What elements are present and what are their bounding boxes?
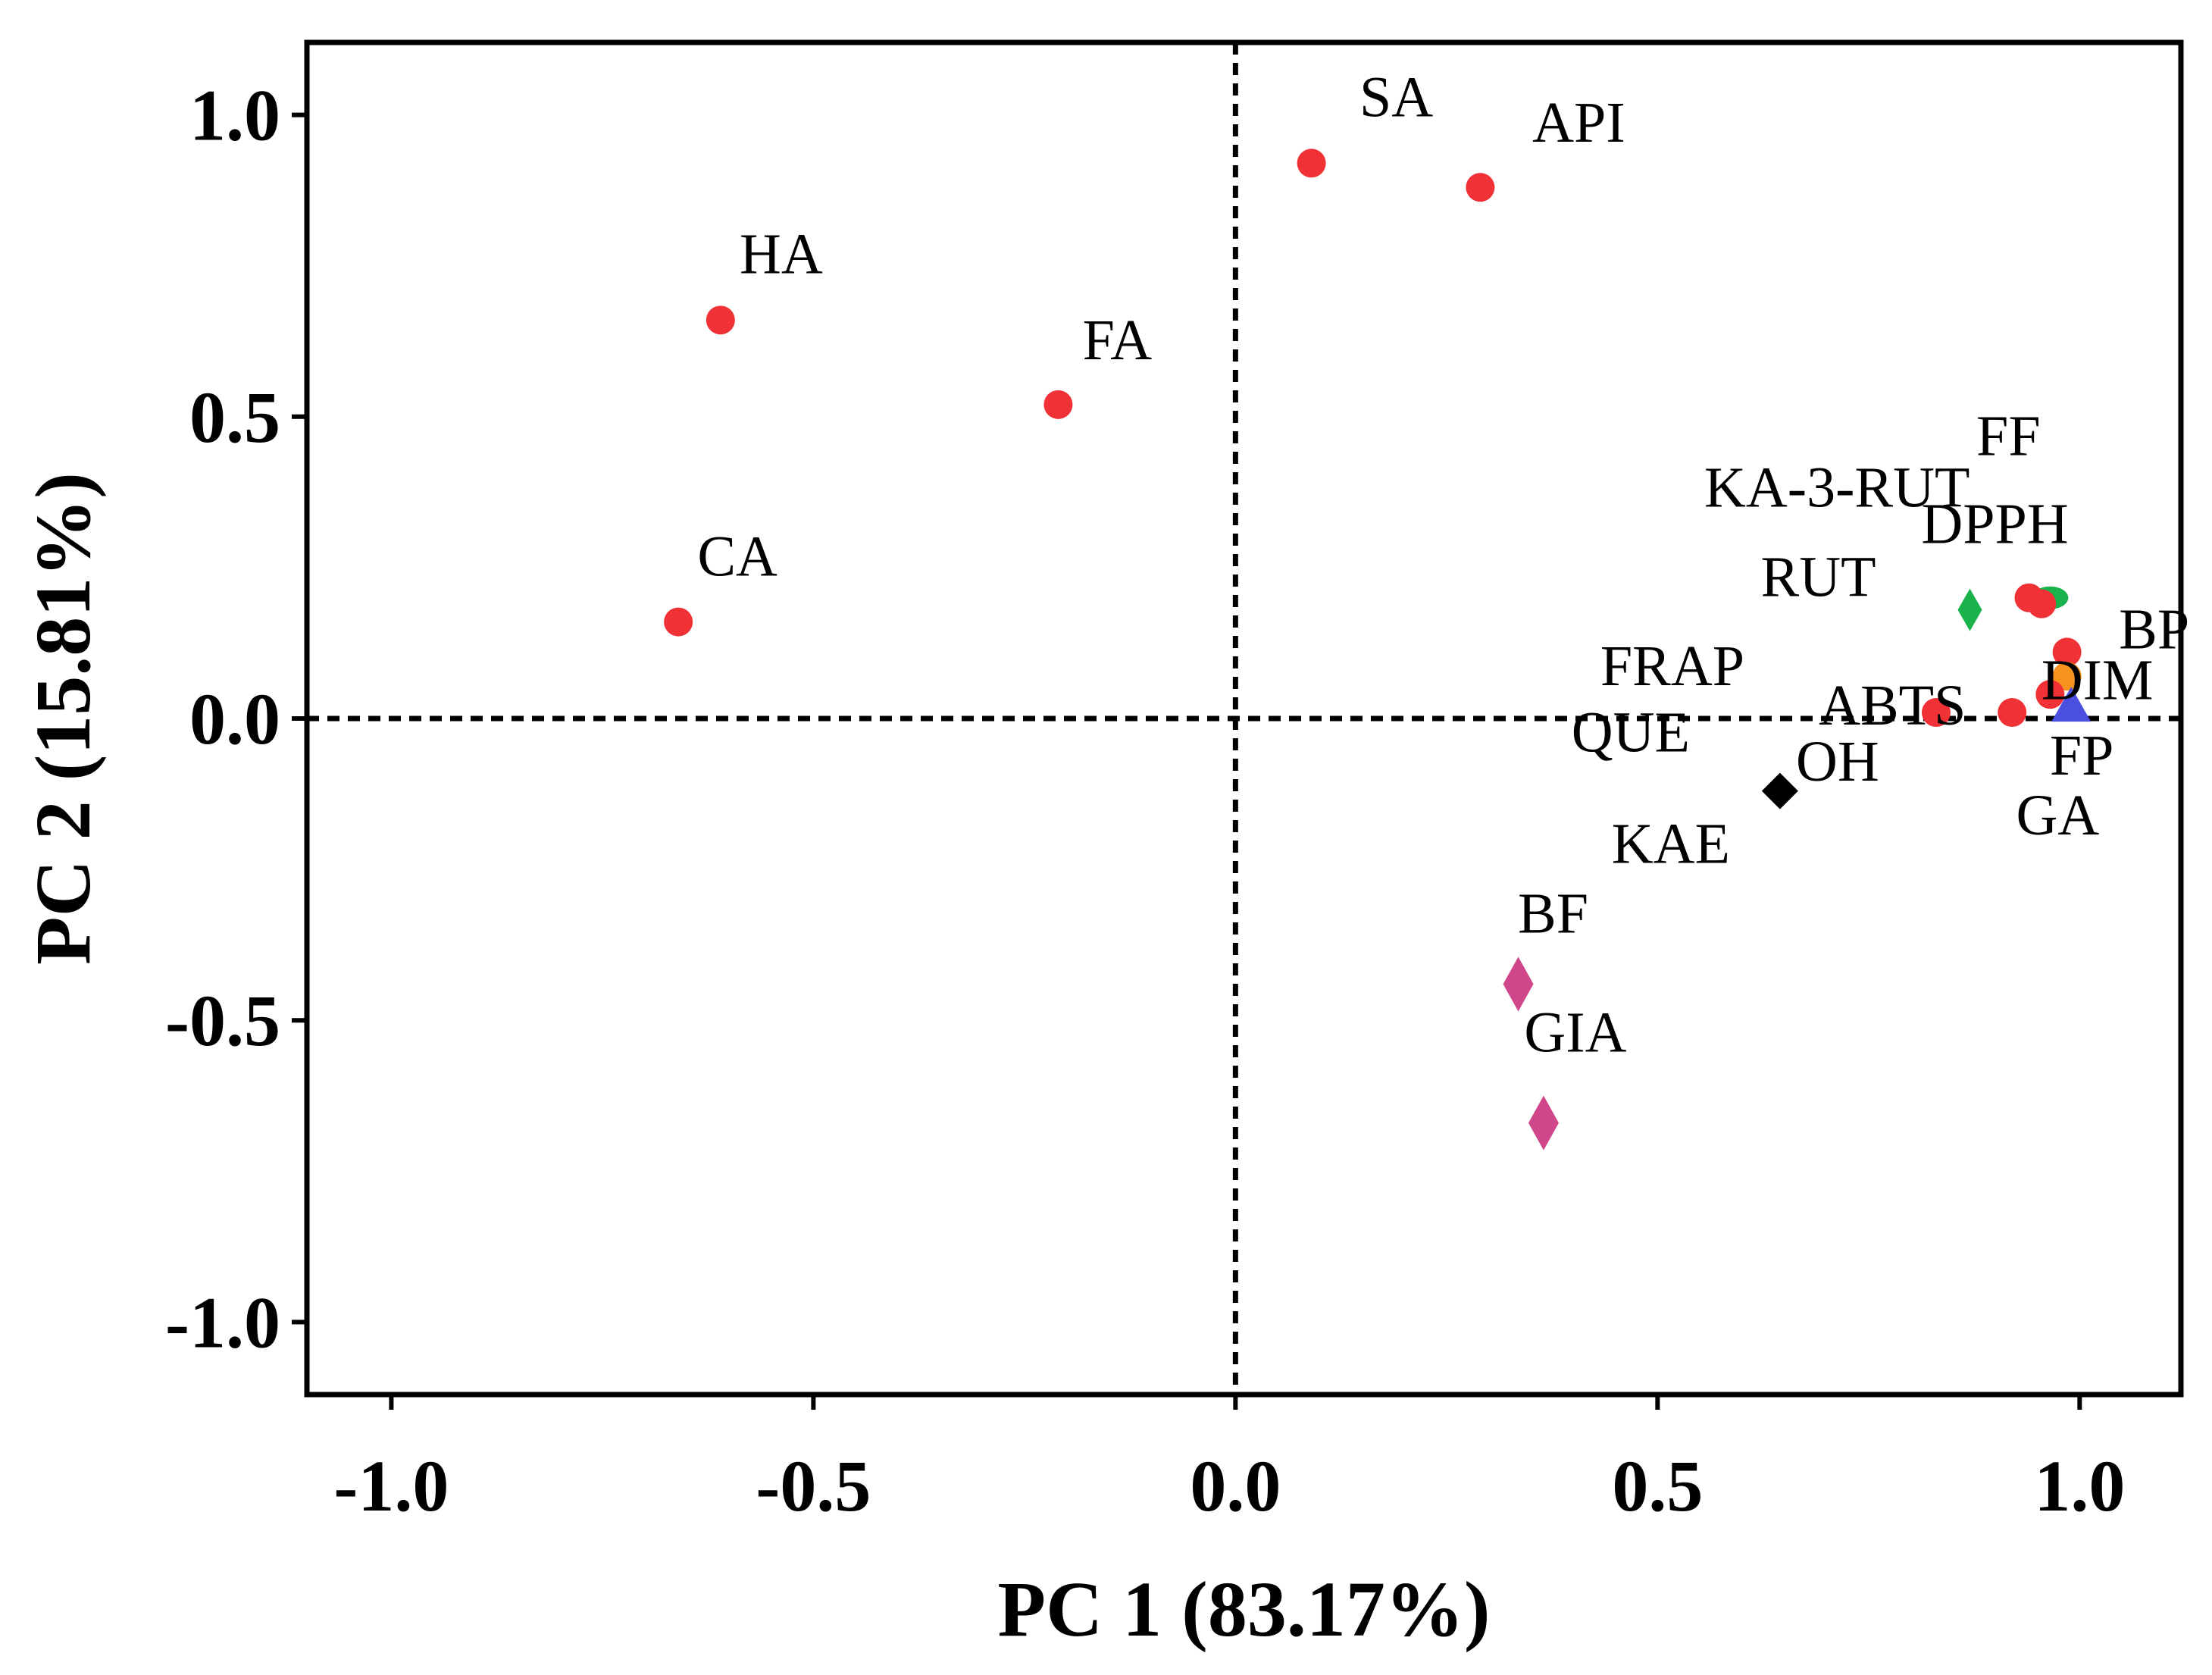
point-gia-marker bbox=[1528, 1095, 1559, 1151]
y-axis-ticks: -1.0 -0.5 0.0 0.5 1.0 bbox=[165, 75, 307, 1363]
y-tick-label: 0.5 bbox=[189, 377, 280, 458]
point-gia-label: GIA bbox=[1524, 1001, 1626, 1065]
x-tick-label: 1.0 bbox=[2034, 1445, 2125, 1526]
y-tick-label: 0.0 bbox=[189, 678, 280, 759]
point-dim-marker bbox=[2052, 662, 2082, 691]
point-oh-label: OH bbox=[1796, 730, 1879, 794]
plot-frame bbox=[304, 39, 2184, 1398]
point-oh-marker bbox=[1921, 698, 1951, 728]
point-fp-marker bbox=[2051, 687, 2092, 722]
point-fa-label: FA bbox=[1083, 308, 1153, 372]
point-api-marker bbox=[1466, 173, 1495, 202]
y-axis-title: PC 2 (15.81%) bbox=[20, 472, 107, 965]
x-axis-title: PC 1 (83.17%) bbox=[998, 1566, 1491, 1653]
point-frap-label: FRAP bbox=[1600, 634, 1744, 698]
point-sa-marker bbox=[1297, 149, 1326, 178]
point-rut-marker bbox=[1957, 588, 1982, 631]
point-ka-3-rut-label: KA-3-RUT bbox=[1704, 456, 1970, 520]
point-ga-marker bbox=[2035, 680, 2065, 709]
x-axis-ticks: -1.0 -0.5 0.0 0.5 1.0 bbox=[333, 1395, 2125, 1526]
data-points bbox=[664, 149, 2092, 1151]
point-ka-3-rut-marker bbox=[2027, 589, 2057, 618]
point-bf-marker bbox=[1503, 956, 1534, 1012]
point-abts-label: ABTS bbox=[1819, 674, 1966, 737]
x-tick-label: -0.5 bbox=[756, 1445, 871, 1526]
point-fp-label: FP bbox=[2050, 724, 2114, 787]
point-bf-label: BF bbox=[1518, 881, 1588, 945]
point-fa-marker bbox=[1043, 390, 1073, 419]
point-rut-label: RUT bbox=[1761, 546, 1876, 609]
point-kae-label: KAE bbox=[1612, 812, 1730, 876]
y-tick-label: -1.0 bbox=[165, 1282, 280, 1363]
reference-lines bbox=[307, 42, 2181, 1395]
point-dim-label: DIM bbox=[2041, 648, 2154, 712]
point-kae-marker bbox=[1761, 772, 1798, 809]
point-ha-label: HA bbox=[740, 222, 823, 286]
point-ff-label: FF bbox=[1976, 405, 2041, 468]
point-sa-label: SA bbox=[1359, 65, 1433, 129]
y-tick-label: -0.5 bbox=[165, 980, 280, 1061]
x-tick-label: 0.0 bbox=[1190, 1445, 1281, 1526]
point-ca-marker bbox=[664, 607, 693, 637]
point-ca-label: CA bbox=[697, 525, 777, 589]
y-tick-label: 1.0 bbox=[189, 75, 280, 156]
point-bp-label: BP bbox=[2119, 597, 2189, 661]
point-que-label: QUE bbox=[1572, 701, 1690, 765]
point-ga-label: GA bbox=[2016, 784, 2099, 847]
point-abts-marker bbox=[1998, 698, 2027, 728]
point-api-label: API bbox=[1532, 91, 1625, 155]
point-dpph-label: DPPH bbox=[1921, 493, 2068, 556]
point-ha-marker bbox=[706, 305, 735, 335]
point-bp-marker bbox=[2052, 637, 2082, 667]
x-tick-label: -1.0 bbox=[333, 1445, 449, 1526]
x-tick-label: 0.5 bbox=[1612, 1445, 1703, 1526]
